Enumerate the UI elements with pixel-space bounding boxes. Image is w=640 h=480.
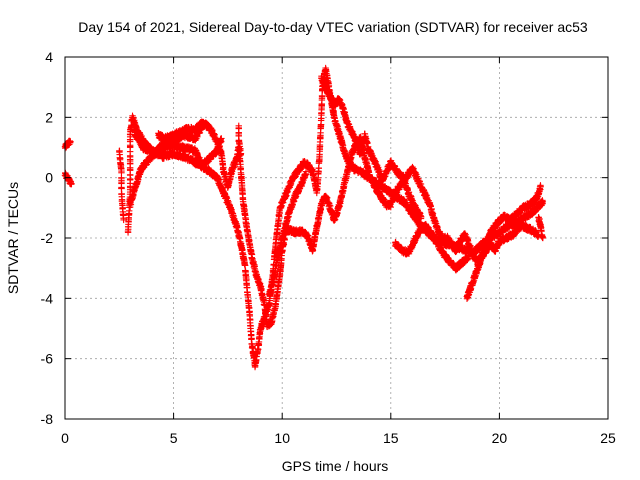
- data-point: [68, 180, 75, 187]
- grid: [65, 57, 608, 419]
- data-point: [120, 216, 127, 224]
- data-point: [247, 316, 254, 324]
- data-point: [318, 93, 326, 100]
- data-series: [61, 64, 547, 371]
- data-point: [67, 138, 74, 145]
- data-point: [118, 185, 125, 192]
